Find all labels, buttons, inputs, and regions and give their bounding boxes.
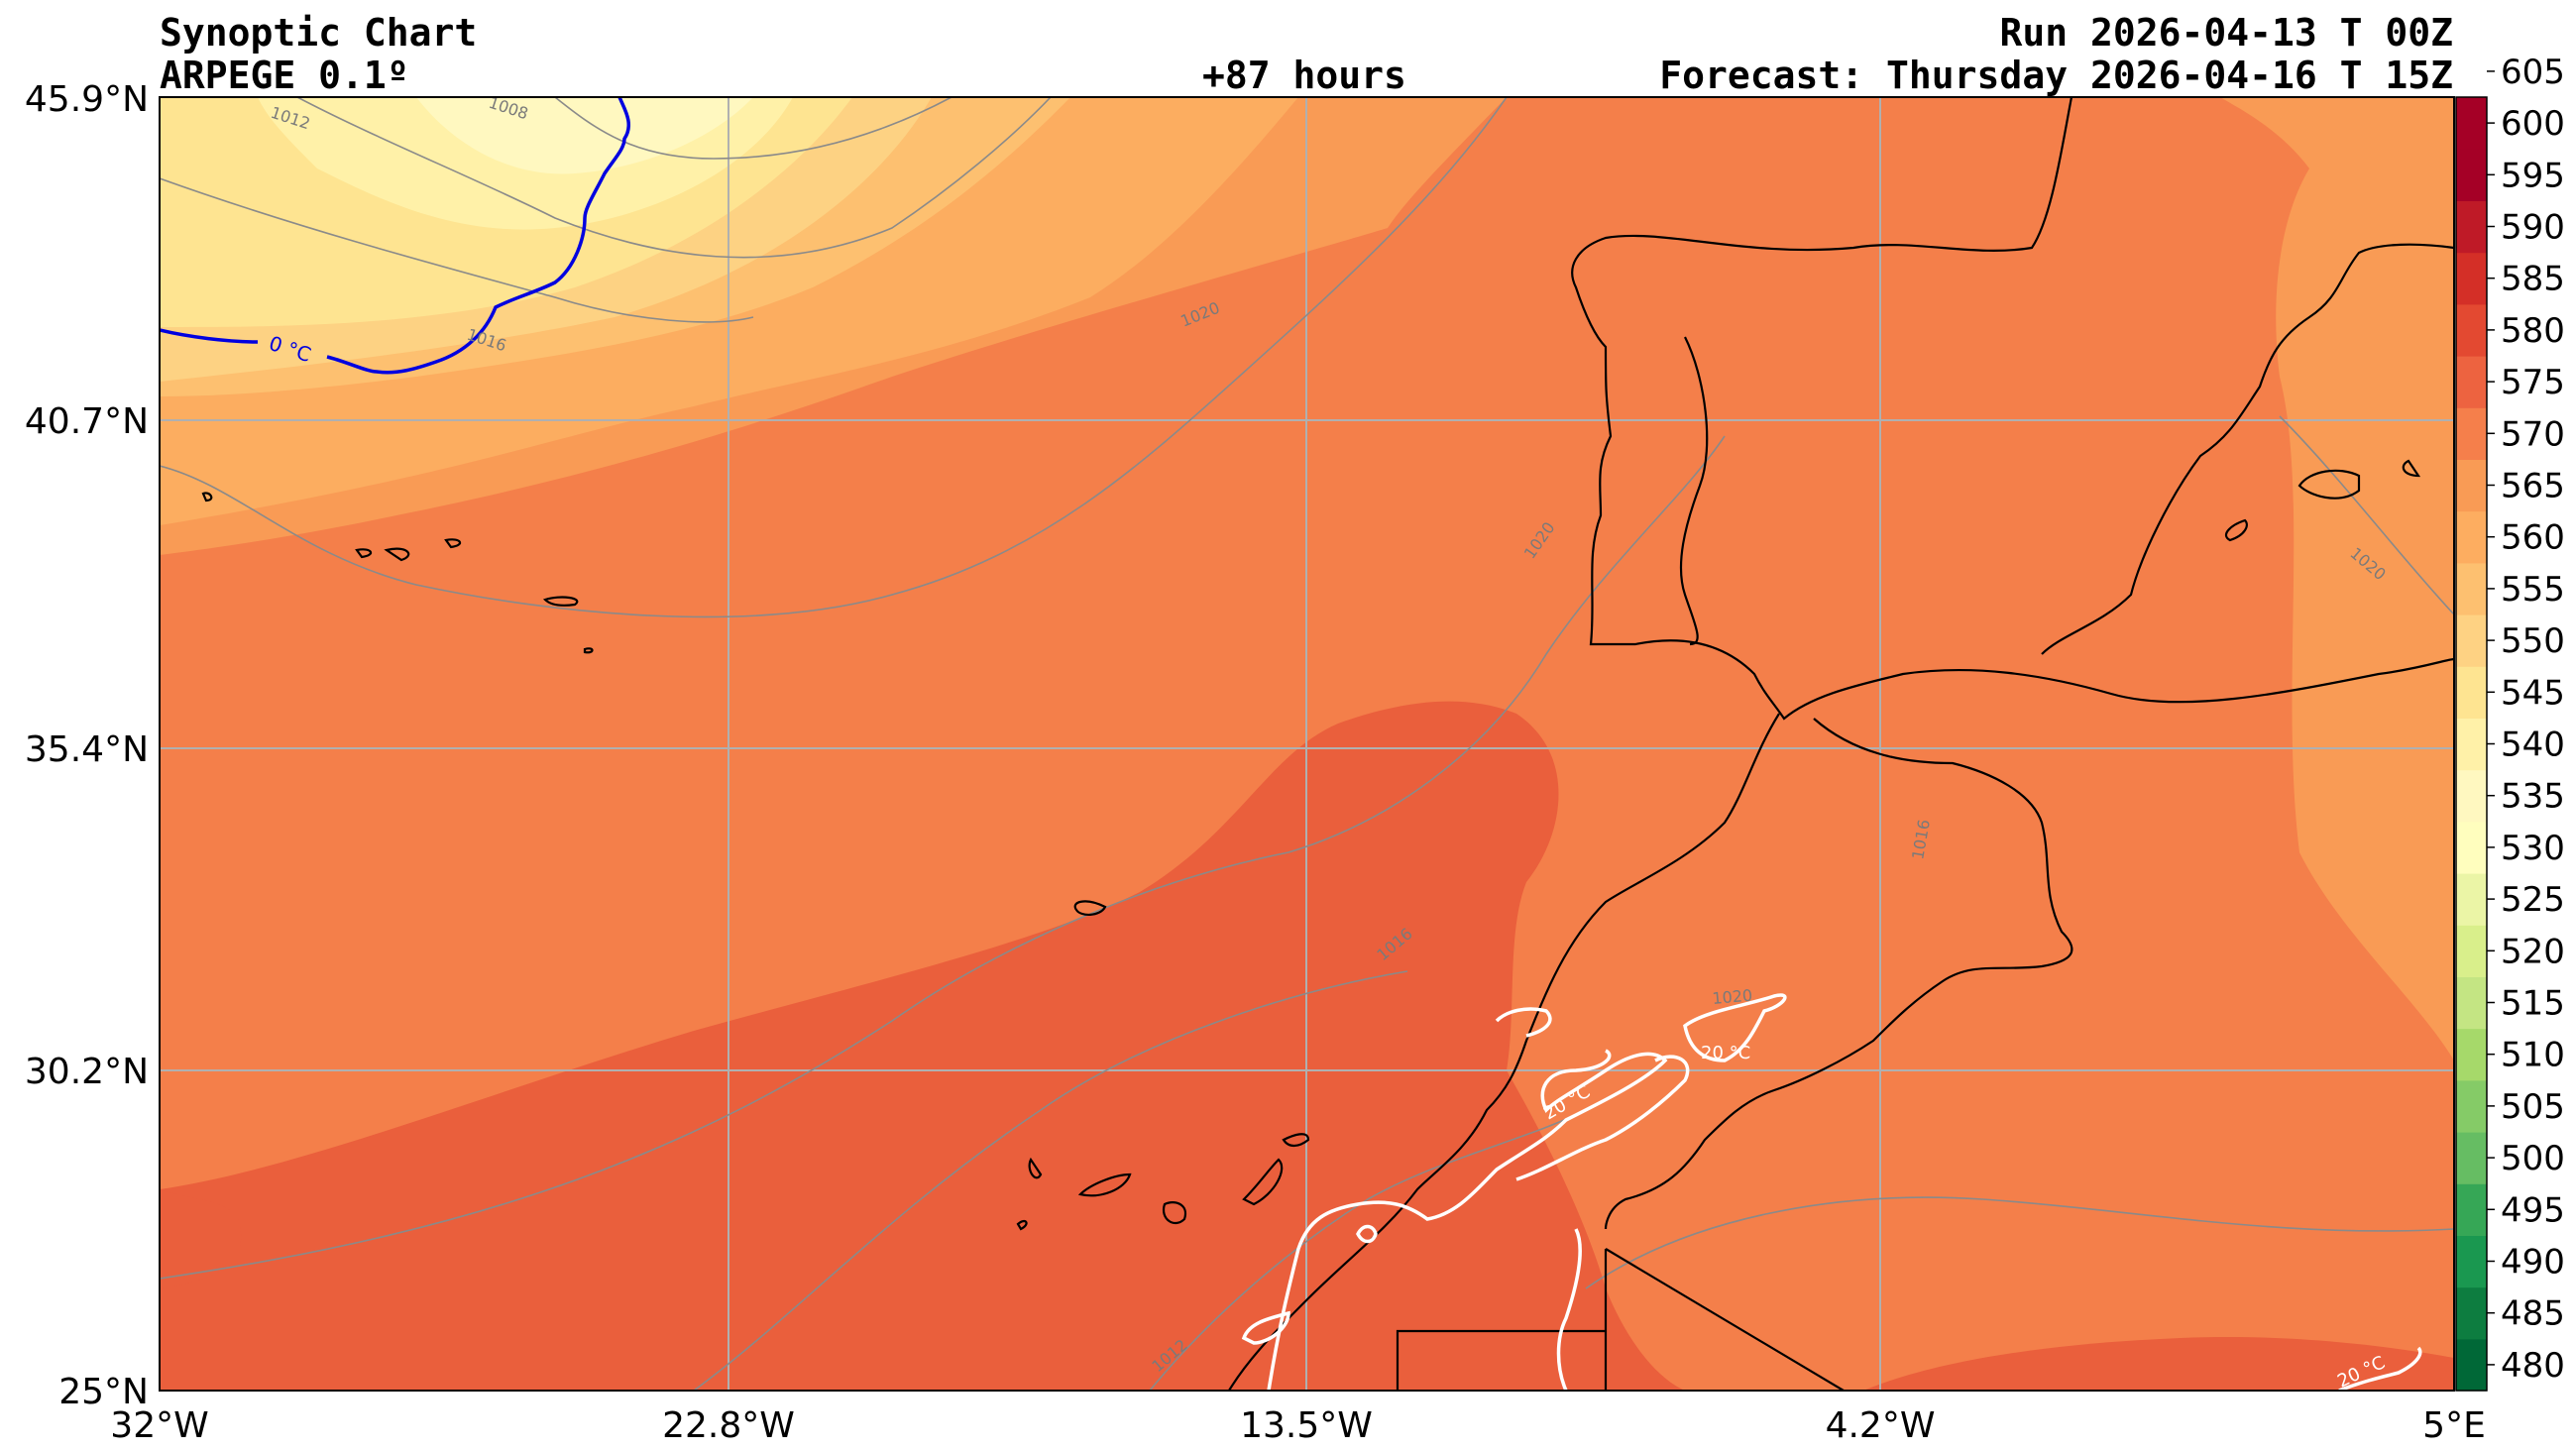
svg-text:20 °C: 20 °C [1701, 1043, 1750, 1063]
colorbar-label: 530 [2501, 829, 2565, 868]
colorbar-label: 565 [2501, 467, 2565, 506]
colorbar-label: 575 [2501, 363, 2565, 402]
colorbar-swatch [2456, 1079, 2487, 1133]
lat-tick-label: 35.4°N [25, 729, 149, 770]
colorbar-label: 490 [2501, 1243, 2565, 1283]
colorbar: 480 485 490 495 500 505 510 515 520 525 530 535 540 5… [2455, 53, 2565, 1392]
isotherm-20c [1241, 993, 2422, 1391]
colorbar-swatch [2456, 510, 2487, 564]
colorbar-swatch [2456, 459, 2487, 512]
lat-axis: 45.9°N 40.7°N 35.4°N 30.2°N 25°N [25, 79, 149, 1412]
plot-frame [159, 96, 2455, 1392]
colorbar-swatch [2456, 252, 2487, 305]
colorbar-swatch [2456, 97, 2487, 150]
grid [160, 97, 2454, 1391]
lat-tick-label: 45.9°N [25, 79, 149, 120]
colorbar-label: 505 [2501, 1087, 2565, 1127]
colorbar-label: 480 [2501, 1346, 2565, 1386]
colorbar-swatch [2456, 614, 2487, 667]
colorbar-swatch [2456, 769, 2487, 823]
colorbar-label: 595 [2501, 156, 2565, 195]
lon-tick-label: 22.8°W [662, 1405, 795, 1446]
colorbar-label: 590 [2501, 208, 2565, 248]
lon-tick-label: 4.2°W [1826, 1405, 1936, 1446]
lon-tick-label: 5°E [2422, 1405, 2486, 1446]
colorbar-swatch [2456, 1183, 2487, 1236]
colorbar-label: 555 [2501, 570, 2565, 610]
colorbar-swatch [2456, 976, 2487, 1030]
colorbar-swatch [2456, 1338, 2487, 1392]
colorbar-swatch [2456, 821, 2487, 874]
colorbar-label: 560 [2501, 518, 2565, 558]
model-label: ARPEGE 0.1º [160, 54, 409, 97]
colorbar-label: 570 [2501, 414, 2565, 454]
isobars [160, 97, 2454, 1391]
colorbar-label: 500 [2501, 1139, 2565, 1178]
isotherm-0c [160, 97, 630, 375]
colorbar-swatch [2456, 873, 2487, 926]
colorbar-label: 580 [2501, 311, 2565, 351]
colorbar-swatch [2456, 1028, 2487, 1081]
colorbar-label: 600 [2501, 104, 2565, 144]
colorbar-label: 520 [2501, 932, 2565, 971]
lon-tick-label: 32°W [110, 1405, 208, 1446]
colorbar-label: 485 [2501, 1294, 2565, 1334]
colorbar-swatch [2456, 1132, 2487, 1184]
colorbar-swatch [2456, 149, 2487, 201]
colorbar-swatch [2456, 666, 2487, 719]
coastlines [201, 97, 2454, 1391]
lead-time: +87 hours [1202, 54, 1406, 97]
lat-tick-label: 25°N [58, 1372, 149, 1412]
lon-tick-label: 13.5°W [1240, 1405, 1373, 1446]
colorbar-label: 550 [2501, 621, 2565, 661]
colorbar-label: 510 [2501, 1036, 2565, 1075]
colorbar-label: 525 [2501, 880, 2565, 920]
run-time: Run 2026-04-13 T 00Z [1999, 11, 2453, 55]
colorbar-label: 535 [2501, 777, 2565, 817]
colorbar-label: 540 [2501, 726, 2565, 765]
colorbar-label: 495 [2501, 1190, 2565, 1230]
valid-time: Forecast: Thursday 2026-04-16 T 15Z [1659, 54, 2453, 97]
colorbar-swatch [2456, 303, 2487, 357]
chart-title: Synoptic Chart [160, 11, 478, 55]
svg-text:1020: 1020 [1712, 986, 1753, 1008]
colorbar-swatch [2456, 562, 2487, 615]
colorbar-swatch [2456, 718, 2487, 771]
colorbar-swatch [2456, 407, 2487, 460]
colorbar-swatch [2456, 356, 2487, 408]
lat-tick-label: 30.2°N [25, 1052, 149, 1092]
colorbar-swatch [2456, 200, 2487, 254]
colorbar-label: 515 [2501, 984, 2565, 1024]
colorbar-label: 545 [2501, 673, 2565, 713]
colorbar-label: 585 [2501, 260, 2565, 299]
colorbar-swatch [2456, 1286, 2487, 1340]
lon-axis: 32°W 22.8°W 13.5°W 4.2°W 5°E [110, 1405, 2486, 1446]
colorbar-swatch [2456, 1235, 2487, 1288]
colorbar-label: 605 [2501, 53, 2565, 92]
lat-tick-label: 40.7°N [25, 401, 149, 442]
colorbar-swatch [2456, 925, 2487, 977]
